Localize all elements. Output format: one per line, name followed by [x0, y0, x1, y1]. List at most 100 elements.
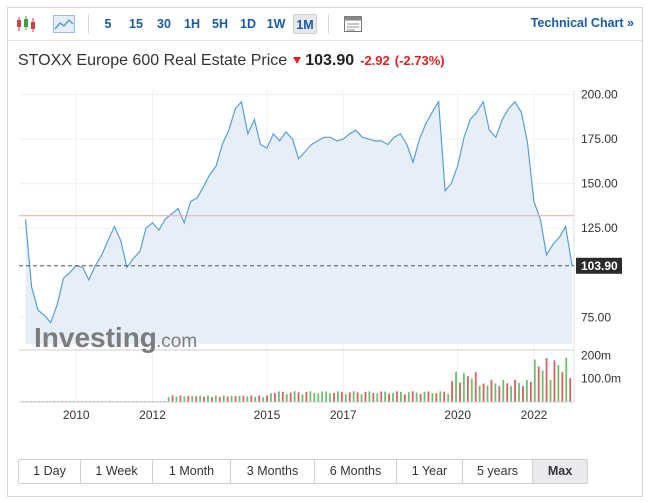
- timeframe-1m[interactable]: 1M: [293, 14, 317, 34]
- timeframe-1h[interactable]: 1H: [184, 17, 200, 31]
- area-chart-icon[interactable]: [52, 13, 76, 35]
- timeframe-5[interactable]: 5: [104, 17, 112, 31]
- volume-bar: [419, 393, 422, 402]
- volume-bar: [183, 396, 186, 402]
- table-icon[interactable]: [341, 13, 365, 35]
- range-selector: 1 Day 1 Week 1 Month 3 Months 6 Months 1…: [18, 459, 588, 484]
- range-3-months[interactable]: 3 Months: [231, 460, 315, 483]
- volume-bar: [301, 394, 304, 402]
- volume-bar: [506, 383, 509, 402]
- volume-bar: [407, 392, 410, 402]
- candlestick-icon[interactable]: [14, 13, 38, 35]
- volume-bar: [175, 396, 178, 402]
- volume-bar: [447, 393, 450, 402]
- volume-bar: [234, 396, 237, 402]
- volume-bar: [226, 396, 229, 402]
- volume-bar: [451, 381, 453, 402]
- volume-bar: [348, 392, 351, 402]
- volume-bar: [455, 371, 457, 402]
- range-1-week[interactable]: 1 Week: [81, 460, 153, 483]
- volume-bar: [285, 394, 288, 402]
- timeframe-5h[interactable]: 5H: [212, 17, 228, 31]
- volume-bar: [281, 391, 284, 402]
- volume-tick-label: 200m: [581, 348, 611, 362]
- volume-bar: [522, 386, 524, 402]
- volume-bar: [230, 395, 233, 402]
- chart-toolbar: 5 15 30 1H 5H 1D 1W 1M Technical Chart »: [8, 8, 642, 41]
- timeframe-30[interactable]: 30: [157, 17, 171, 31]
- price-chart[interactable]: 200.00 175.00 150.00 125.00 75.00 103.90 200m 1…: [8, 8, 642, 428]
- instrument-header: STOXX Europe 600 Real Estate Price 103.90…: [18, 52, 445, 72]
- volume-bar: [466, 376, 469, 402]
- timeframe-15[interactable]: 15: [129, 17, 143, 31]
- volume-bar: [376, 393, 379, 402]
- volume-bar: [463, 373, 465, 402]
- x-tick-label: 2015: [254, 408, 281, 422]
- volume-bar: [541, 370, 544, 402]
- volume-bar: [557, 365, 560, 402]
- volume-bar: [400, 391, 402, 402]
- volume-bar: [498, 385, 501, 402]
- y-tick-label: 200.00: [581, 88, 618, 102]
- volume-bar: [533, 359, 536, 402]
- volume-bar: [388, 393, 390, 402]
- last-price-tag-label: 103.90: [581, 259, 618, 273]
- volume-tick-label: 100.0m: [581, 372, 621, 386]
- range-1-day[interactable]: 1 Day: [19, 460, 81, 483]
- volume-bar: [254, 396, 257, 402]
- price-area-series: [19, 99, 574, 344]
- axes: 200.00 175.00 150.00 125.00 75.00 103.90 200m 1…: [19, 88, 622, 422]
- timeframe-1d[interactable]: 1D: [240, 17, 256, 31]
- volume-bar: [340, 391, 343, 402]
- volume-bar: [297, 392, 300, 402]
- volume-bar: [427, 391, 430, 402]
- volume-bar: [222, 395, 225, 402]
- volume-bar: [549, 379, 552, 402]
- x-tick-label: 2022: [521, 408, 548, 422]
- x-tick-label: 2012: [139, 408, 166, 422]
- technical-chart-link[interactable]: Technical Chart »: [530, 16, 634, 30]
- volume-bar: [360, 394, 363, 402]
- price-change: -2.92: [360, 53, 390, 68]
- volume-bar: [478, 385, 481, 402]
- volume-bar: [364, 391, 367, 402]
- volume-bar: [242, 395, 245, 402]
- volume-bar: [270, 393, 272, 402]
- volume-bar: [494, 383, 497, 402]
- timeframe-1w[interactable]: 1W: [266, 17, 286, 31]
- volume-bar: [329, 393, 331, 402]
- volume-series: [22, 357, 572, 402]
- range-5-years[interactable]: 5 years: [463, 460, 533, 483]
- y-tick-label: 175.00: [581, 132, 618, 146]
- range-1-year[interactable]: 1 Year: [397, 460, 463, 483]
- volume-bar: [289, 392, 292, 402]
- volume-bar: [203, 396, 205, 402]
- range-1-month[interactable]: 1 Month: [153, 460, 231, 483]
- volume-bar: [211, 397, 213, 402]
- range-max[interactable]: Max: [533, 460, 587, 483]
- chart-widget: 5 15 30 1H 5H 1D 1W 1M Technical Chart »…: [7, 7, 643, 497]
- watermark-brand: Investing: [34, 322, 157, 353]
- volume-bar: [474, 372, 477, 402]
- investing-watermark: Investing .com: [34, 322, 197, 353]
- volume-bar: [435, 393, 438, 402]
- volume-bar: [482, 383, 485, 402]
- price-line: [24, 99, 573, 324]
- last-price: 103.90: [305, 52, 355, 69]
- x-tick-label: 2017: [330, 408, 357, 422]
- volume-bar: [415, 392, 418, 402]
- volume-bar: [167, 397, 170, 402]
- volume-bar: [195, 396, 198, 402]
- volume-bar: [510, 385, 513, 402]
- volume-bar: [439, 391, 442, 402]
- watermark-suffix: .com: [156, 331, 197, 352]
- range-6-months[interactable]: 6 Months: [315, 460, 397, 483]
- volume-bar: [179, 395, 182, 402]
- volume-bar: [214, 395, 217, 402]
- volume-bar: [545, 358, 548, 402]
- volume-bar: [396, 391, 398, 402]
- volume-bar: [352, 391, 355, 402]
- volume-bar: [262, 397, 265, 402]
- volume-bar: [565, 357, 568, 402]
- volume-bar: [207, 395, 209, 402]
